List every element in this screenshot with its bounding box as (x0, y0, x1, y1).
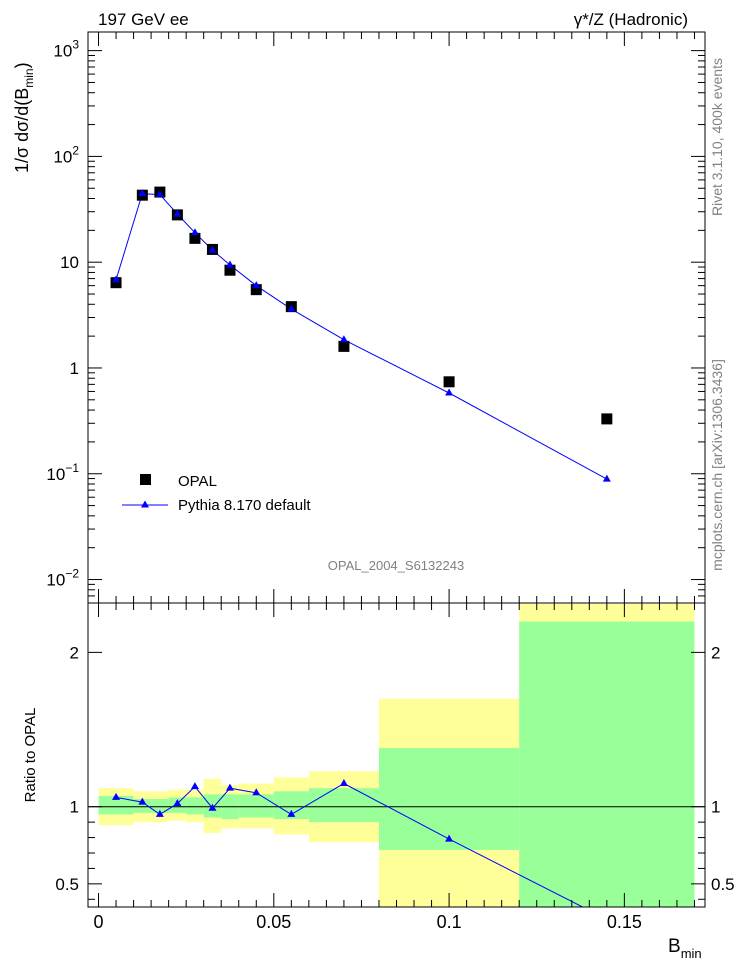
stat-uncertainty-band (98, 795, 134, 815)
pythia-point (339, 335, 348, 343)
ratio-point (445, 834, 454, 842)
opal-point (443, 376, 455, 388)
stat-uncertainty-band (186, 797, 204, 815)
stat-uncertainty-band (151, 798, 169, 813)
legend-opal-marker (140, 474, 151, 485)
opal-point (601, 413, 613, 425)
stat-uncertainty-band (308, 788, 379, 823)
x-tick-label: 0.05 (256, 912, 291, 932)
pythia-point (112, 275, 121, 283)
ratio-y-tick-label: 1 (70, 798, 79, 817)
opal-point (338, 340, 350, 352)
right-title: γ*/Z (Hadronic) (574, 10, 688, 29)
ratio-y-tick-label-right: 1 (711, 798, 720, 817)
legend: OPAL Pythia 8.170 default (122, 473, 311, 514)
main-plot-frame (87, 31, 706, 604)
x-axis-label: Bmin (668, 936, 702, 961)
main-series (110, 186, 613, 482)
main-y-tick-label: 10 (60, 253, 79, 272)
main-y-tick-label: 102 (53, 143, 79, 166)
pythia-point (173, 209, 182, 217)
pythia-point (602, 474, 611, 482)
main-y-tick-label: 103 (53, 38, 79, 61)
opal-point (250, 284, 262, 296)
ratio-y-tick-label-right: 0.5 (711, 875, 735, 894)
ratio-point (112, 792, 121, 800)
legend-pythia-label: Pythia 8.170 default (178, 497, 311, 514)
pythia-point (445, 388, 454, 396)
main-y-tick-labels: 10−2 10−1 1 10 102 103 (46, 38, 79, 590)
main-y-tick-label: 10−1 (46, 461, 79, 484)
x-tick-label: 0.15 (607, 912, 642, 932)
pythia-point (287, 304, 296, 312)
main-axis-ticks (88, 32, 705, 604)
ratio-series (112, 779, 584, 907)
ratio-point (138, 797, 147, 805)
ratio-point (252, 788, 261, 796)
pythia-point (252, 281, 261, 289)
legend-pythia-marker (141, 500, 149, 508)
ratio-point (287, 809, 296, 817)
stat-uncertainty-band (519, 621, 695, 907)
ratio-point (155, 809, 164, 817)
ratio-point (339, 779, 348, 787)
pythia-point (225, 260, 234, 268)
x-tick-label: 0 (94, 912, 104, 932)
analysis-watermark: OPAL_2004_S6132243 (328, 558, 464, 573)
opal-point (110, 277, 122, 289)
ratio-tick-labels: 0.5 0.5 1 1 2 2 0 0.05 0.1 0.15 (55, 643, 734, 932)
stat-uncertainty-band (378, 748, 520, 850)
main-panel: 10−2 10−1 1 10 102 103 1/σ dσ/d(Bmin) OPAL Py… (12, 31, 706, 604)
stat-uncertainty-band (238, 794, 274, 818)
ratio-point (190, 782, 199, 790)
mcplots-label: mcplots.cern.ch [arXiv:1306.3436] (709, 359, 725, 571)
ratio-y-tick-label: 0.5 (55, 875, 79, 894)
main-y-axis-label-sub: min (22, 68, 36, 87)
ratio-line (115, 782, 584, 907)
legend-opal-label: OPAL (178, 473, 217, 490)
ratio-axis-ticks (88, 603, 705, 907)
rivet-label: Rivet 3.1.10, 400k events (709, 58, 725, 216)
main-y-tick-label: 10−2 (46, 567, 79, 590)
main-y-tick-label: 1 (70, 359, 79, 378)
ratio-point (208, 803, 217, 811)
main-y-axis-label: 1/σ dσ/d(Bmin) (12, 62, 36, 173)
ratio-y-axis-label: Ratio to OPAL (22, 708, 39, 803)
pythia-point (208, 245, 217, 253)
opal-point (189, 232, 201, 244)
ratio-panel: 0.5 0.5 1 1 2 2 0 0.05 0.1 0.15 Ratio to OPAL Bmi… (22, 602, 735, 961)
x-axis-label-sub: min (681, 946, 702, 961)
pythia-point (190, 228, 199, 236)
ratio-plot-frame (87, 602, 706, 908)
ratio-y-tick-label-right: 2 (711, 643, 720, 662)
ratio-y-tick-label: 2 (70, 643, 79, 662)
ratio-point (225, 783, 234, 791)
opal-point (224, 264, 236, 276)
pythia-point (155, 190, 164, 198)
left-title: 197 GeV ee (98, 10, 189, 29)
stat-uncertainty-band (133, 798, 152, 813)
ratio-uncertainty-bands (98, 604, 695, 907)
ratio-point (173, 799, 182, 807)
pythia-point (138, 189, 147, 197)
x-tick-label: 0.1 (437, 912, 462, 932)
